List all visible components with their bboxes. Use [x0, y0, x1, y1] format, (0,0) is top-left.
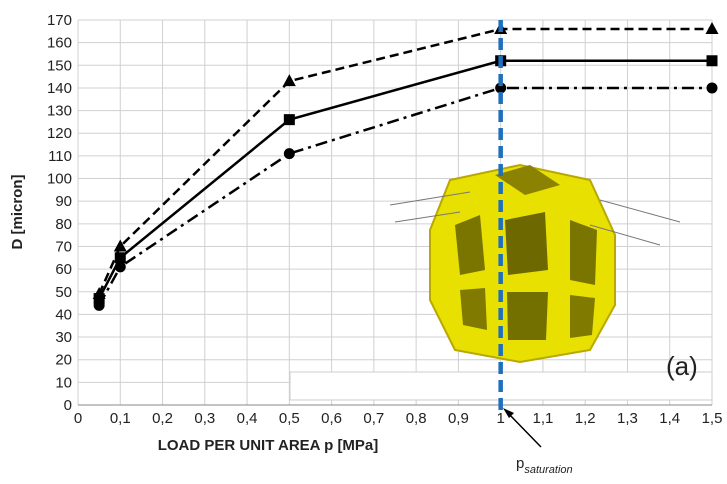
y-tick-label: 80 — [55, 216, 72, 233]
series-line — [99, 61, 712, 299]
x-tick-label: 0,7 — [363, 410, 384, 427]
y-axis-label: D [micron] — [9, 174, 26, 249]
marker — [283, 74, 296, 86]
y-tick-label: 90 — [55, 193, 72, 210]
series-line — [99, 88, 712, 305]
y-tick-label: 100 — [47, 171, 72, 188]
series-layer: L-L0L+ — [93, 22, 719, 395]
marker — [284, 148, 295, 159]
y-tick-label: 140 — [47, 80, 72, 97]
x-tick-label: 1 — [496, 410, 504, 427]
y-tick-label: 20 — [55, 352, 72, 369]
chart: 0102030405060708090100110120130140150160… — [0, 0, 727, 479]
x-tick-label: 0 — [74, 410, 82, 427]
x-tick-label: 0,2 — [152, 410, 173, 427]
series-line — [99, 29, 712, 294]
marker — [284, 114, 295, 125]
annotation: psaturation — [516, 455, 573, 476]
y-tick-label: 60 — [55, 261, 72, 278]
y-tick-label: 150 — [47, 57, 72, 74]
x-tick-label: 1,1 — [533, 410, 554, 427]
lattice-image — [390, 165, 680, 362]
x-axis-label: LOAD PER UNIT AREA p [MPa] — [158, 437, 379, 454]
y-tick-label: 40 — [55, 306, 72, 323]
marker — [707, 82, 718, 93]
x-tick-label: 0,1 — [110, 410, 131, 427]
y-tick-label: 120 — [47, 125, 72, 142]
y-tick-label: 110 — [48, 148, 72, 165]
y-tick-label: 70 — [55, 238, 72, 255]
y-tick-label: 30 — [55, 329, 72, 346]
y-tick-label: 0 — [64, 397, 72, 414]
x-tick-label: 1,3 — [617, 410, 638, 427]
x-tick-label: 0,3 — [194, 410, 215, 427]
annotation-text: p — [516, 455, 524, 472]
x-tick-label: 0,4 — [237, 410, 258, 427]
x-tick-label: 0,9 — [448, 410, 469, 427]
x-tick-label: 1,2 — [575, 410, 596, 427]
x-tick-label: 0,8 — [406, 410, 427, 427]
y-tick-label: 10 — [55, 374, 72, 391]
y-tick-label: 50 — [55, 284, 72, 301]
x-tick-label: 0,6 — [321, 410, 342, 427]
x-tick-label: 0,5 — [279, 410, 300, 427]
marker — [707, 55, 718, 66]
annotation-subscript: saturation — [524, 464, 572, 476]
marker — [706, 22, 719, 34]
y-tick-label: 160 — [47, 35, 72, 52]
y-tick-label: 170 — [47, 12, 72, 29]
y-tick-label: 130 — [47, 103, 72, 120]
plot-layer: 0102030405060708090100110120130140150160… — [47, 12, 722, 427]
x-tick-label: 1,4 — [659, 410, 680, 427]
x-tick-label: 1,5 — [702, 410, 723, 427]
panel-label: (a) — [666, 351, 698, 381]
